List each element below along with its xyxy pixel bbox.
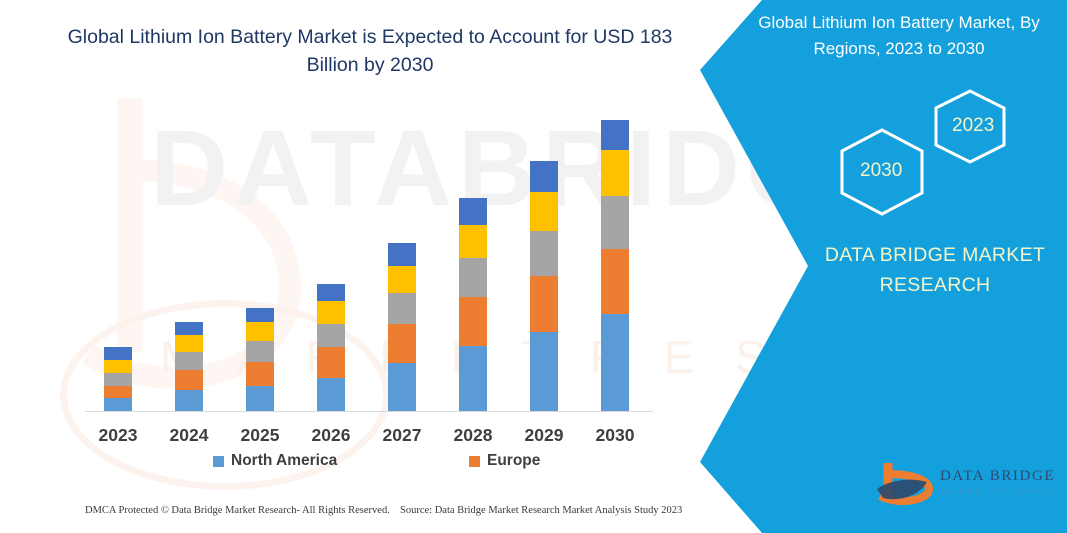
bar-segment [246, 341, 274, 362]
x-tick-2027: 2027 [382, 425, 422, 445]
bar-segment [388, 266, 416, 294]
x-tick-2024: 2024 [169, 425, 209, 445]
bar-segment [175, 322, 203, 335]
bar-segment [317, 283, 345, 302]
bar-2025[interactable] [246, 307, 274, 411]
bar-segment [246, 361, 274, 386]
bar-segment [317, 347, 345, 378]
x-tick-2026: 2026 [311, 425, 351, 445]
x-tick-2023: 2023 [98, 425, 138, 445]
bar-segment [104, 385, 132, 399]
hexagon-2023-shape [934, 89, 1006, 164]
bar-2023[interactable] [104, 347, 132, 411]
legend-item-europe[interactable]: Europe [469, 452, 540, 470]
bar-chart-plot-area [85, 110, 665, 412]
data-bridge-logo-icon [877, 463, 934, 506]
logo-wordmark: DATA BRIDGE [940, 468, 1056, 484]
bar-segment [388, 363, 416, 411]
legend-label: Europe [487, 452, 541, 469]
bar-segment [388, 323, 416, 364]
bar-segment [388, 293, 416, 324]
bar-segment [459, 258, 487, 297]
bar-segment [104, 360, 132, 373]
brand-panel-title: Global Lithium Ion Battery Market, By Re… [758, 13, 1040, 58]
bar-segment [601, 196, 629, 249]
x-tick-2028: 2028 [453, 425, 493, 445]
chart-legend: North America Europe [85, 452, 665, 480]
hex-badge-2030-label: 2030 [860, 160, 903, 181]
brand-name-line2: RESEARCH [879, 274, 991, 297]
bar-segment [459, 198, 487, 226]
x-axis-line [85, 411, 653, 412]
hexagon-2030-shape [840, 128, 924, 216]
bar-segment [104, 372, 132, 386]
bar-segment [601, 120, 629, 151]
bar-segment [175, 369, 203, 391]
bar-segment [530, 331, 558, 411]
bar-segment [459, 225, 487, 259]
footer-copyright: DMCA Protected © Data Bridge Market Rese… [85, 505, 390, 516]
bar-segment [317, 323, 345, 348]
hex-badge-2023-label: 2023 [952, 115, 995, 136]
bar-segment [388, 242, 416, 267]
legend-swatch-icon [213, 455, 224, 467]
bar-segment [175, 352, 203, 370]
bar-segment [530, 275, 558, 332]
footer-source: Source: Data Bridge Market Research Mark… [400, 505, 683, 516]
bar-segment [175, 390, 203, 411]
bar-segment [601, 150, 629, 197]
bar-segment [317, 377, 345, 411]
bar-segment [246, 385, 274, 411]
legend-swatch-icon [469, 455, 480, 467]
bar-segment [246, 307, 274, 323]
bar-segment [317, 301, 345, 324]
bar-segment [459, 296, 487, 346]
x-tick-2025: 2025 [240, 425, 280, 445]
bar-segment [175, 334, 203, 353]
x-tick-2030: 2030 [595, 425, 635, 445]
bar-segment [530, 161, 558, 192]
bar-2028[interactable] [459, 198, 487, 411]
bar-2026[interactable] [317, 283, 345, 411]
bar-2024[interactable] [175, 322, 203, 411]
bar-segment [104, 347, 132, 361]
hex-badge-group: 2023 2030 [820, 88, 1030, 223]
legend-label: North America [231, 452, 338, 469]
x-tick-2029: 2029 [524, 425, 564, 445]
bar-segment [601, 248, 629, 315]
legend-item-north-america[interactable]: North America [213, 452, 337, 470]
logo-tagline: MARKET RESEARCH [941, 487, 1058, 496]
bar-segment [246, 322, 274, 342]
bar-2030[interactable] [601, 120, 629, 411]
brand-name: DATA BRIDGE MARKET RESEARCH [800, 240, 1067, 300]
bar-2029[interactable] [530, 161, 558, 411]
bar-segment [530, 231, 558, 276]
bar-segment [459, 345, 487, 411]
brand-name-line1: DATA BRIDGE MARKET [824, 244, 1046, 266]
bar-segment [104, 398, 132, 411]
bar-2027[interactable] [388, 242, 416, 411]
footer: DMCA Protected © Data Bridge Market Rese… [0, 505, 700, 529]
bar-segment [601, 314, 629, 411]
x-axis-tick-labels: 2023 2024 2025 2026 2027 2028 2029 2030 [85, 425, 665, 453]
bar-segment [530, 191, 558, 232]
page-title: Global Lithium Ion Battery Market is Exp… [67, 26, 673, 76]
